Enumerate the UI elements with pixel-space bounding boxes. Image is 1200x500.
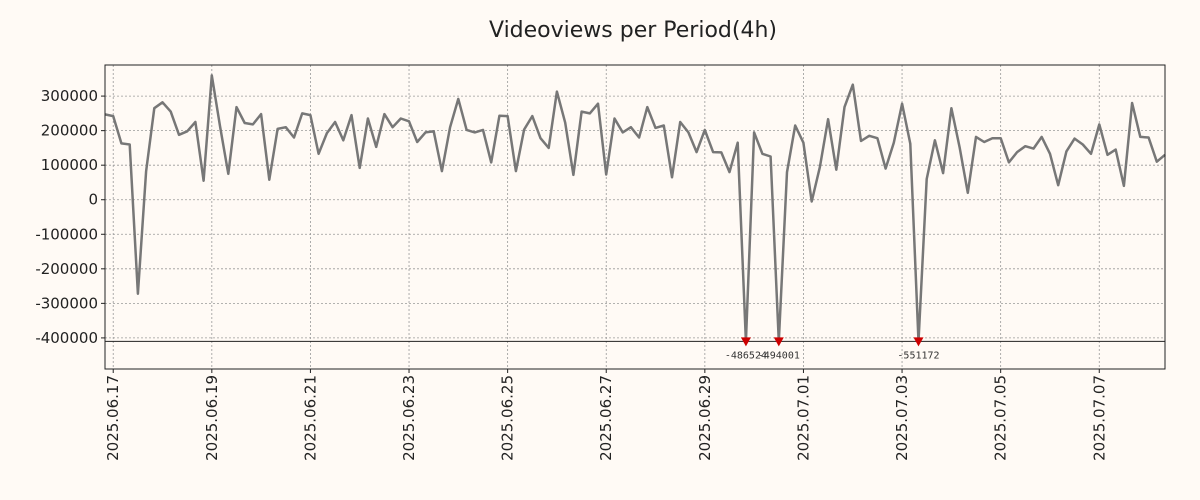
x-tick-label: 2025.06.29 — [696, 375, 714, 461]
y-tick-label: 300000 — [41, 87, 98, 105]
y-tick-label: 0 — [88, 191, 98, 209]
clip-value-label: -494001 — [758, 350, 800, 361]
y-tick-label: -200000 — [35, 260, 98, 278]
y-tick-label: -400000 — [35, 329, 98, 347]
x-tick-label: 2025.07.05 — [992, 375, 1010, 461]
y-tick-label: -300000 — [35, 294, 98, 312]
plot-frame — [104, 64, 1166, 370]
x-tick-label: 2025.06.21 — [301, 375, 319, 461]
clip-value-label: -551172 — [897, 350, 939, 361]
series-layer — [104, 74, 1166, 343]
y-tick-label: 100000 — [41, 156, 98, 174]
x-tick-label: 2025.06.27 — [597, 375, 615, 461]
clip-markers: -486524-494001 -551172 — [725, 337, 940, 361]
series-line — [104, 74, 1166, 343]
x-tick-label: 2025.07.07 — [1090, 375, 1108, 461]
clip-value-label: -486524 — [725, 350, 767, 361]
x-tick-label: 2025.07.03 — [893, 375, 911, 461]
x-axis-ticks: 2025.06.17 2025.06.19 2025.06.21 2025.06.23… — [104, 369, 1108, 461]
x-tick-label: 2025.07.01 — [794, 375, 812, 461]
x-tick-label: 2025.06.17 — [104, 375, 122, 461]
chart-title: Videoviews per Period(4h) — [489, 18, 777, 43]
x-tick-label: 2025.06.19 — [203, 375, 221, 461]
grid-layer — [105, 65, 1165, 369]
clip-marker — [773, 337, 784, 347]
x-tick-label: 2025.06.25 — [499, 375, 517, 461]
y-tick-label: -100000 — [35, 225, 98, 243]
y-tick-label: 200000 — [41, 122, 98, 140]
x-tick-label: 2025.06.23 — [400, 375, 418, 461]
clip-marker — [740, 337, 751, 347]
clip-marker — [913, 337, 924, 347]
y-axis-ticks: -400000 -300000 -200000 -100000 0 100000 20000… — [35, 87, 105, 347]
